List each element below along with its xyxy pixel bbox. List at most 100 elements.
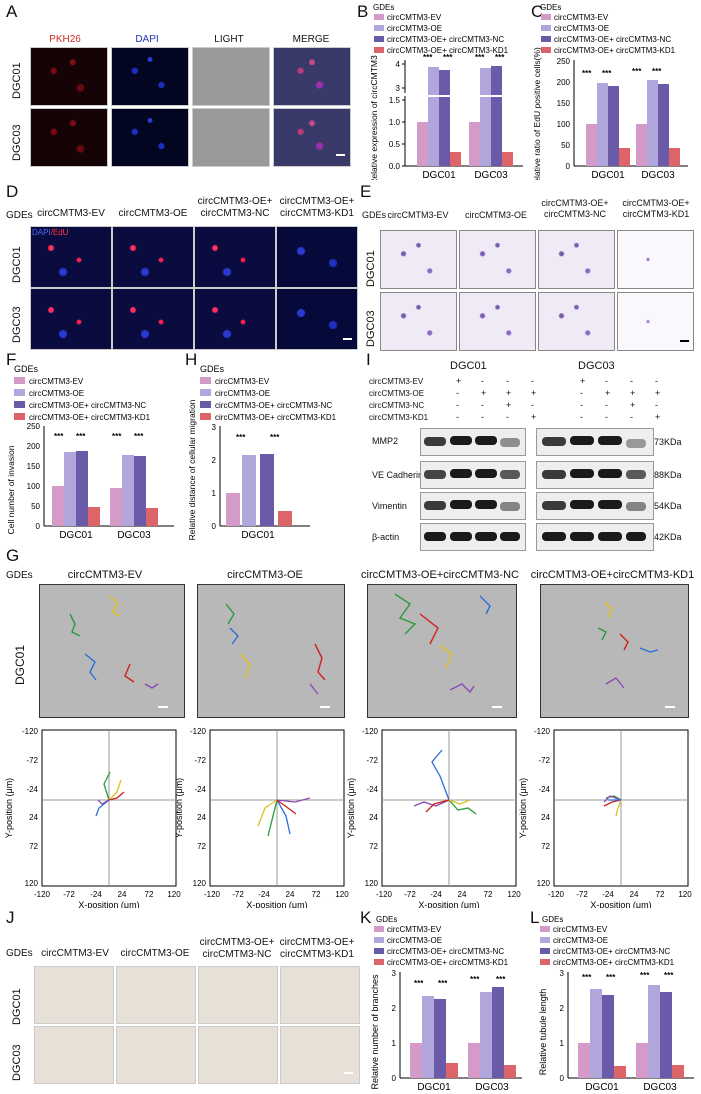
- col-nc: circCMTM3-OE+ circCMTM3-NC: [197, 196, 273, 219]
- cond-kd1: circCMTM3-KD1: [369, 413, 429, 422]
- y-tick-labels: 0 50 100 150 200 250: [27, 422, 41, 531]
- legend-swatch-oe: [374, 937, 384, 943]
- ytick-label: 72: [369, 842, 378, 851]
- ytick-label: 72: [197, 842, 206, 851]
- track: [604, 601, 613, 619]
- band: [598, 500, 622, 509]
- micrograph-edu: [194, 226, 276, 288]
- micrograph-light-dgc01: [192, 47, 270, 106]
- x-tick-labels: DGC01 DGC03: [422, 170, 508, 180]
- ytick-label: -24: [194, 785, 206, 794]
- col-dapi: DAPI: [135, 34, 159, 45]
- col-nc: circCMTM3-OE+circCMTM3-NC: [361, 569, 519, 581]
- sig-label: ***: [414, 979, 424, 988]
- micrograph-invasion: [459, 292, 536, 351]
- legend-nc: circCMTM3-OE+ circCMTM3-NC: [553, 947, 670, 956]
- tube-image: [116, 1026, 196, 1084]
- row-dgc03: DGC03: [365, 310, 377, 347]
- ytick-label: 2: [212, 456, 217, 465]
- xtick-label: 24: [118, 890, 127, 899]
- sign: +: [580, 376, 586, 386]
- gdes-label: GDEs: [362, 210, 387, 220]
- track: [276, 799, 291, 835]
- sig-label: ***: [438, 979, 448, 988]
- ylabel: Y-position (μm): [174, 778, 184, 838]
- legend-swatch-ev: [374, 926, 384, 932]
- ytick-label: 0: [36, 522, 41, 531]
- col-oe: circCMTM3-OE: [227, 569, 303, 581]
- protein-beta-actin: β-actin: [372, 532, 400, 542]
- col-kd1: circCMTM3-OE+ circCMTM3-KD1: [279, 196, 355, 219]
- ytick-label: -120: [22, 727, 39, 736]
- track: [439, 645, 453, 669]
- ytick-label: 2: [392, 1004, 397, 1013]
- track: [95, 799, 110, 817]
- band: [626, 470, 646, 479]
- bar: [602, 995, 614, 1078]
- track: [619, 633, 629, 651]
- ytick-label: 2: [560, 1004, 565, 1013]
- legend-swatch-ev: [540, 926, 550, 932]
- sig-label: ***: [495, 53, 505, 62]
- tube-image: [198, 966, 278, 1024]
- track: [413, 799, 450, 807]
- track-plot-ev: [41, 729, 177, 887]
- chart-C: GDEs circCMTM3-EV circCMTM3-OE circCMTM3…: [532, 3, 688, 180]
- ylabel: Y-position (μm): [346, 778, 356, 838]
- y-tick-labels: 0.0 0.5 1.0 1.5 3 4: [389, 60, 401, 171]
- track: [124, 663, 135, 683]
- ytick-label: -72: [538, 756, 550, 765]
- sig-label: ***: [664, 971, 674, 980]
- track-plot-oe: [209, 729, 345, 887]
- group-dgc01: DGC01: [450, 360, 487, 372]
- track: [425, 799, 450, 813]
- ytick-label: 24: [197, 813, 206, 822]
- scale-bar: [492, 706, 502, 708]
- bar: [242, 455, 256, 526]
- sign: -: [580, 388, 583, 398]
- ytick-label: 0: [560, 1074, 565, 1083]
- xtick-label: -24: [90, 890, 102, 899]
- sign: -: [605, 412, 608, 422]
- sig-label: ***: [423, 53, 433, 62]
- legend-kd1: circCMTM3-OE+ circCMTM3-KD1: [554, 46, 676, 55]
- col-ev: circCMTM3-EV: [37, 208, 105, 219]
- legend: circCMTM3-EV circCMTM3-OE circCMTM3-OE+ …: [374, 13, 509, 55]
- xtick-label: 120: [678, 890, 692, 899]
- ytick-label: 3: [396, 84, 401, 93]
- migration-image-kd1: [540, 584, 689, 718]
- migration-image-nc: [367, 584, 517, 718]
- sig-label: ***: [632, 67, 642, 76]
- row-dgc01: DGC01: [11, 62, 23, 99]
- ytick-label: 1: [212, 489, 217, 498]
- bar: [76, 451, 88, 526]
- band: [626, 532, 646, 541]
- ylabel: Relative distance of cellular migration: [187, 399, 197, 540]
- micrograph-invasion: [380, 230, 457, 289]
- sign: -: [506, 412, 509, 422]
- legend-swatch-oe: [541, 25, 551, 31]
- sign: -: [481, 400, 484, 410]
- xtick-label: -72: [63, 890, 75, 899]
- ytick-label: -72: [26, 756, 38, 765]
- ytick-label: -72: [194, 756, 206, 765]
- xtick-label: DGC01: [422, 170, 456, 180]
- sig-label: ***: [236, 433, 246, 442]
- ylabel: Relative expression of circCMTM3: [369, 55, 379, 180]
- scale-bar: [158, 706, 168, 708]
- bar: [491, 66, 502, 166]
- legend-swatch-nc: [374, 948, 384, 954]
- track-plot-kd1: [553, 729, 689, 887]
- ytick-label: 3: [392, 969, 397, 978]
- legend-ev: circCMTM3-EV: [215, 377, 270, 386]
- band: [542, 437, 566, 446]
- bar: [590, 989, 602, 1078]
- sign: +: [655, 412, 661, 422]
- gdes-label: GDEs: [6, 948, 33, 959]
- ylabel: Y-position (μm): [518, 778, 528, 838]
- bar: [578, 1043, 590, 1078]
- ytick-label: 1: [392, 1039, 397, 1048]
- xtick-label: DGC01: [591, 170, 625, 180]
- band: [475, 469, 497, 478]
- ytick-label: 0: [566, 162, 571, 171]
